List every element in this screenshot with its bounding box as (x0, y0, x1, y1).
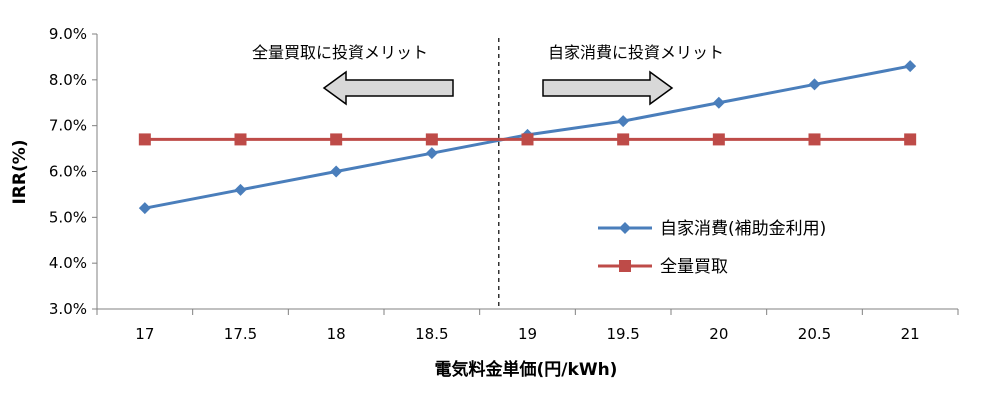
x-tick-label: 19.5 (606, 325, 639, 343)
x-axis-title: 電気料金単価(円/kWh) (435, 359, 618, 380)
x-tick-label: 17 (135, 325, 154, 343)
data-point-square (330, 133, 343, 146)
data-point-diamond (330, 165, 343, 178)
right-arrow-icon (542, 70, 674, 106)
y-tick-label: 6.0% (49, 163, 87, 181)
data-point-square (425, 133, 438, 146)
legend-label-full-purchase: 全量買取 (660, 257, 728, 277)
right-arrow-label: 自家消費に投資メリット (548, 43, 724, 62)
y-tick-label: 9.0% (49, 25, 87, 43)
y-tick-label: 8.0% (49, 71, 87, 89)
data-point-diamond (138, 202, 151, 215)
data-point-diamond (234, 183, 247, 196)
y-tick-label: 7.0% (49, 117, 87, 135)
data-point-diamond (904, 60, 917, 73)
series-layer (138, 60, 917, 215)
legend-item-full-purchase: 全量買取 (598, 257, 728, 277)
legend-item-self-consumption: 自家消費(補助金利用) (598, 219, 826, 239)
data-point-square (234, 133, 247, 146)
data-point-square (712, 133, 725, 146)
y-tick-label: 3.0% (49, 300, 87, 318)
data-point-diamond (617, 115, 630, 128)
left-arrow-annotation: 全量買取に投資メリット (252, 43, 454, 106)
left-arrow-icon (322, 70, 454, 106)
y-tick-label: 5.0% (49, 208, 87, 226)
x-tick-label: 19 (518, 325, 537, 343)
legend-square-icon (619, 260, 631, 272)
right-arrow-annotation: 自家消費に投資メリット (542, 43, 724, 106)
data-point-diamond (712, 96, 725, 109)
legend: 自家消費(補助金利用) 全量買取 (598, 219, 826, 277)
axes (96, 34, 958, 310)
x-tick-label: 18 (327, 325, 346, 343)
y-axis-title: IRR(%) (10, 139, 30, 204)
series-full-purchase (138, 133, 917, 146)
data-point-diamond (808, 78, 821, 91)
data-point-square (808, 133, 821, 146)
x-tick-label: 17.5 (224, 325, 257, 343)
x-tick-label: 21 (901, 325, 920, 343)
data-point-square (521, 133, 534, 146)
data-point-square (904, 133, 917, 146)
legend-label-self-consumption: 自家消費(補助金利用) (660, 219, 826, 239)
x-axis-ticks: 17 17.5 18 18.5 19 19.5 20 20.5 21 (96, 309, 959, 343)
data-point-square (138, 133, 151, 146)
data-point-square (617, 133, 630, 146)
legend-diamond-icon (619, 222, 631, 234)
x-tick-label: 20 (709, 325, 728, 343)
x-tick-label: 18.5 (415, 325, 448, 343)
data-point-diamond (425, 147, 438, 160)
y-tick-label: 4.0% (49, 254, 87, 272)
x-tick-label: 20.5 (798, 325, 831, 343)
left-arrow-label: 全量買取に投資メリット (252, 43, 428, 62)
y-axis-ticks: 3.0% 4.0% 5.0% 6.0% 7.0% 8.0% 9.0% (49, 25, 97, 318)
